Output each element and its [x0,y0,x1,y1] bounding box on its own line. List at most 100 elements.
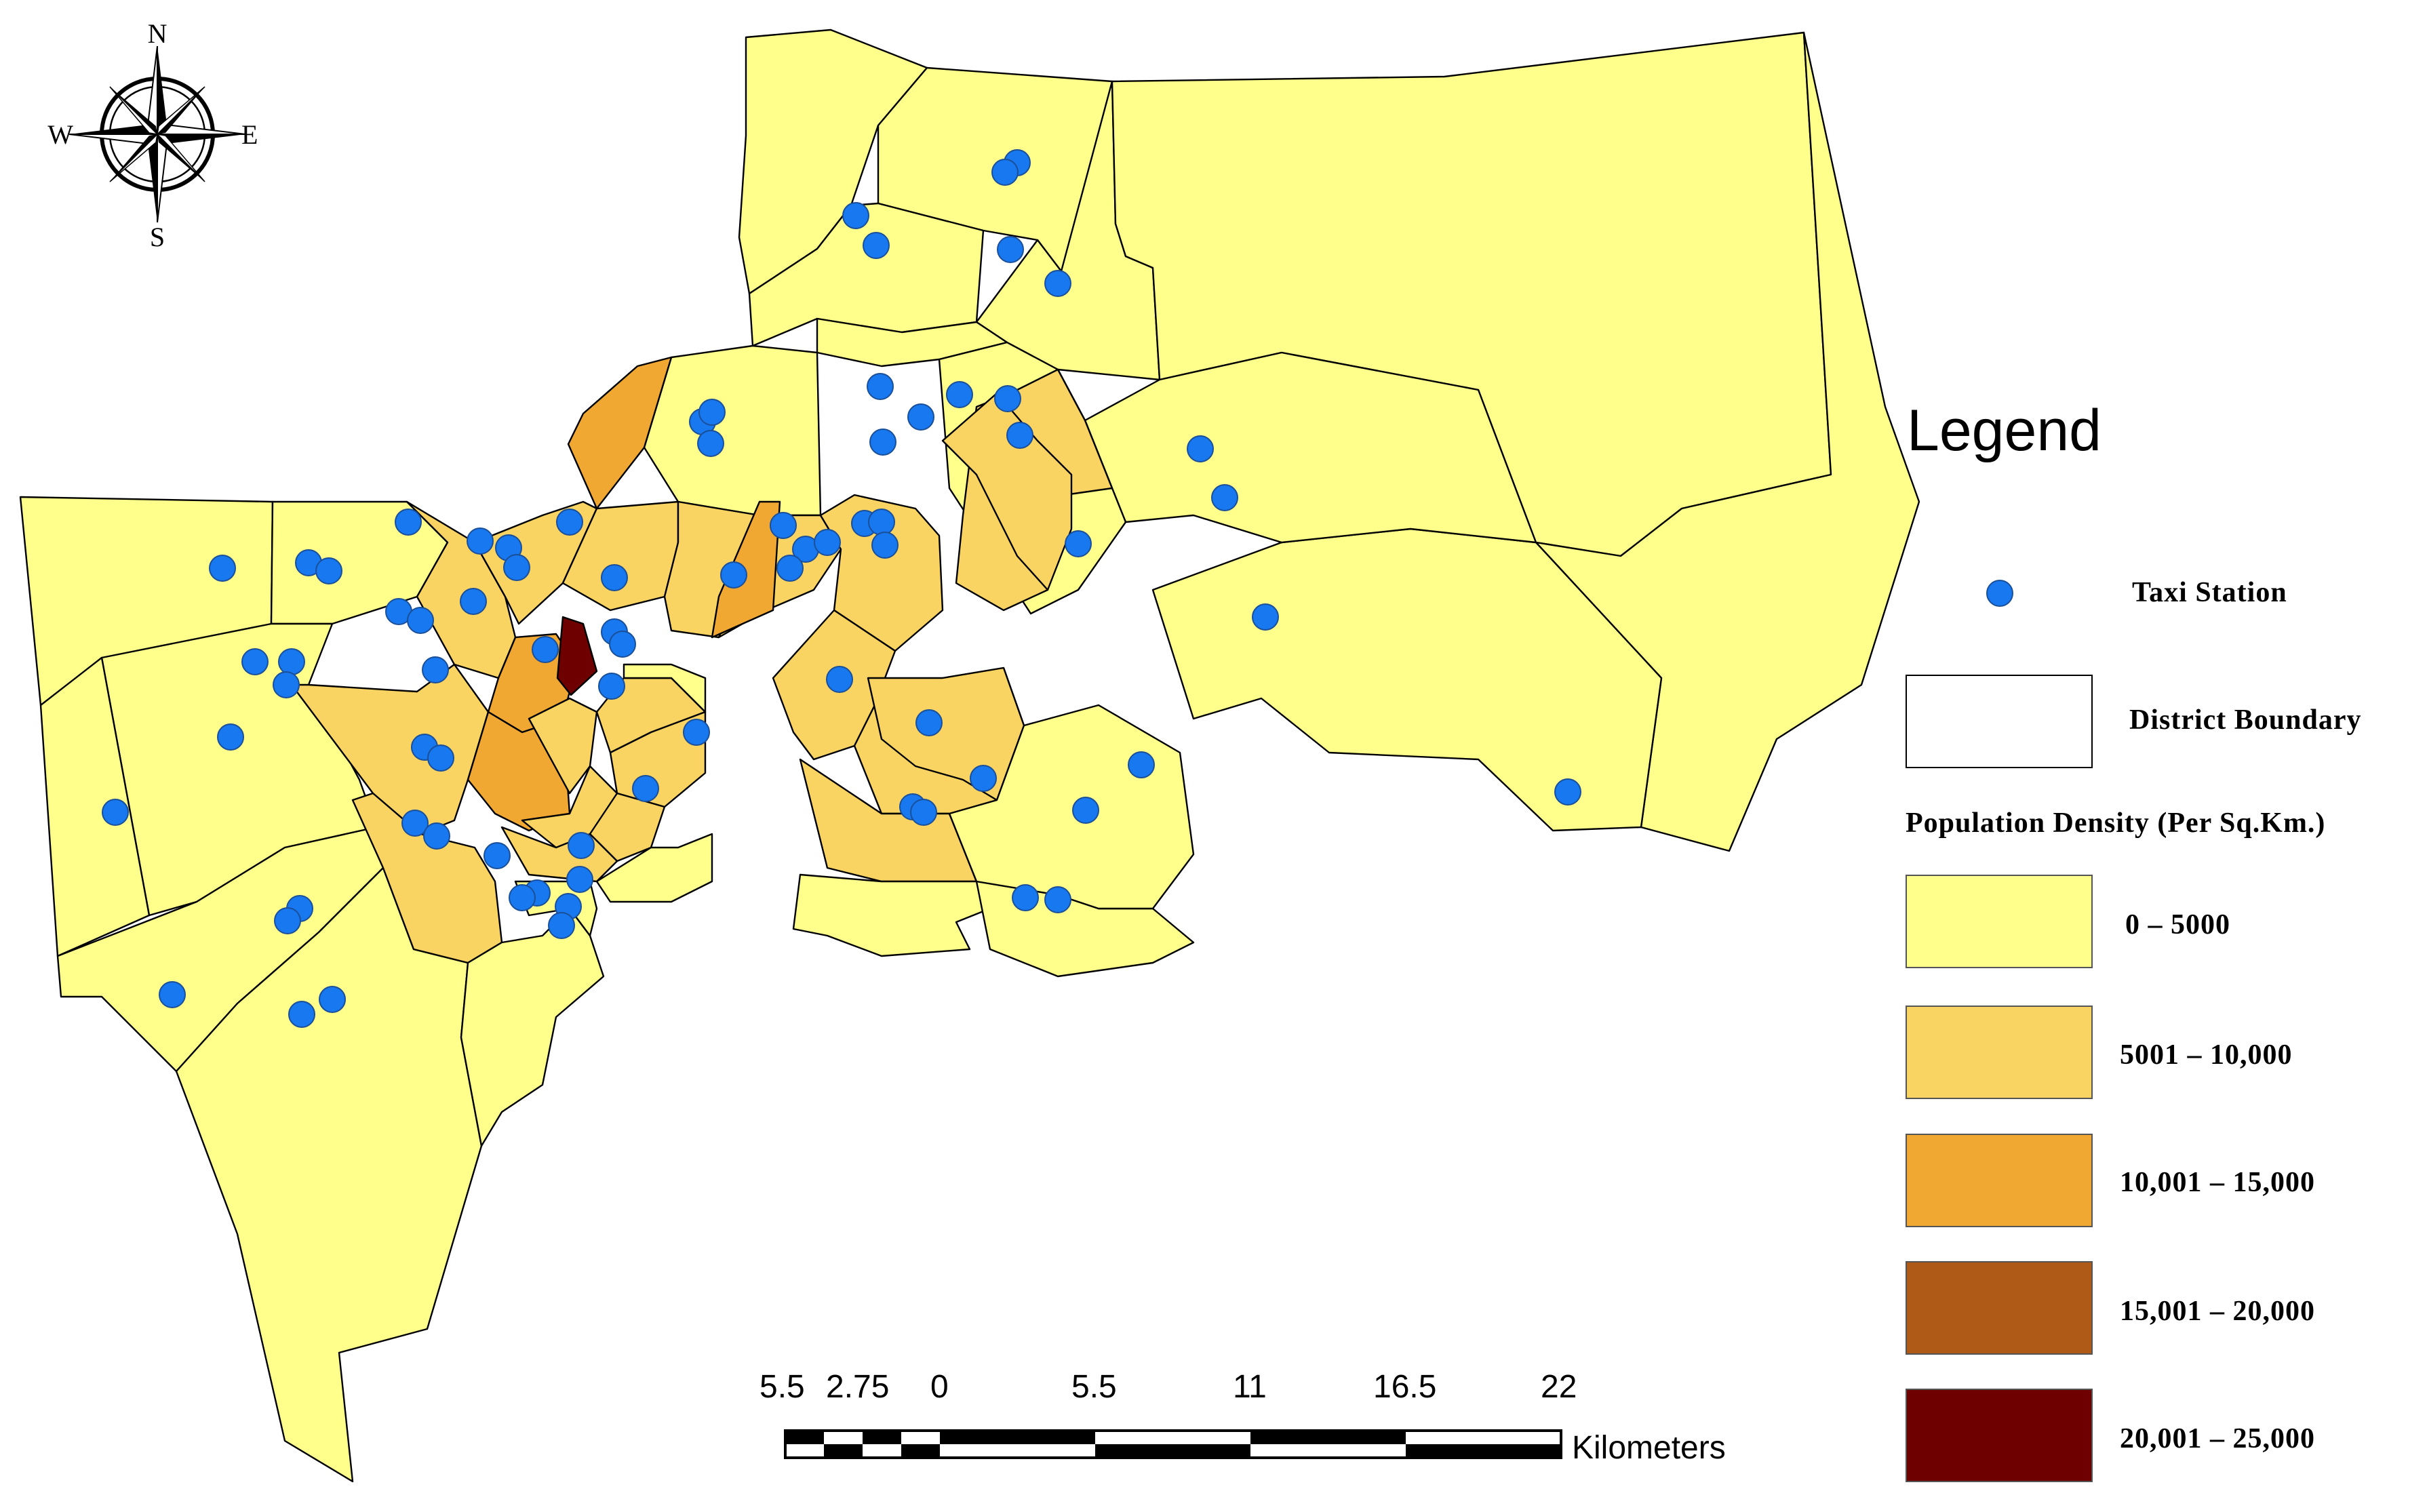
taxi-station-marker [273,671,300,698]
taxi-station-marker [427,744,454,772]
taxi-station-marker [407,607,434,634]
taxi-station-legend-label: Taxi Station [2132,577,2287,608]
taxi-station-marker [1072,797,1099,824]
taxi-station-marker [532,636,559,663]
taxi-station-marker [319,986,346,1013]
scale-tick: 22 [1541,1369,1577,1405]
district-boundary-legend-symbol [1906,675,2093,768]
taxi-station-marker [548,912,575,939]
taxi-station-marker [401,810,429,837]
district-southeast-bottom [792,873,991,957]
scale-tick: 11 [1233,1369,1267,1405]
taxi-station-marker [509,884,536,911]
taxi-station-marker [698,399,726,426]
density-swatch-4 [1906,1389,2093,1482]
density-class-label-1: 5001 – 10,000 [2120,1039,2293,1071]
compass-east-letter: E [241,119,258,150]
district-nw-mid [643,344,822,517]
district-west-low [39,656,151,957]
taxi-station-marker [209,555,236,582]
taxi-station-marker [1211,484,1238,511]
district-core-south-b [528,697,598,795]
taxi-station-marker [826,666,853,693]
taxi-station-marker [869,429,896,456]
district-south-center [460,907,605,1147]
taxi-station-marker [241,648,269,675]
scale-unit-label: Kilometers [1572,1430,1726,1466]
taxi-station-marker [1554,778,1581,805]
taxi-station-marker [460,588,487,615]
taxi-station-marker [946,381,973,408]
taxi-station-marker [871,532,899,559]
district-north-tongue [567,356,673,510]
district-densest [556,616,598,696]
scale-tick: 16.5 [1373,1369,1437,1405]
taxi-station-marker [868,509,895,536]
taxi-station-marker [422,656,449,683]
taxi-station-marker [1065,530,1092,557]
taxi-station-marker [566,866,593,893]
population-density-title: Population Density (Per Sq.Km.) [1906,808,2326,839]
taxi-station-marker [423,822,450,850]
density-swatch-2 [1906,1134,2093,1227]
density-swatch-3 [1906,1261,2093,1355]
taxi-station-marker [484,842,511,869]
taxi-station-marker [1044,886,1071,913]
taxi-station-marker [997,236,1024,263]
scale-bar [784,1429,1562,1459]
compass-south-letter: S [150,222,165,252]
legend-title: Legend [1907,398,2102,463]
taxi-station-marker [991,159,1019,186]
taxi-station-marker [994,385,1021,412]
north-arrow: N S E W [47,18,258,252]
scale-tick: 5.5 [759,1369,805,1405]
density-class-label-2: 10,001 – 15,000 [2120,1167,2315,1198]
density-class-label-0: 0 – 5000 [2125,909,2230,940]
scale-tick: 0 [930,1369,949,1405]
taxi-station-marker [970,765,997,792]
district-north-west-top [748,202,985,347]
taxi-station-marker [598,673,625,700]
density-swatch-1 [1906,1006,2093,1099]
compass-west-letter: W [47,119,73,150]
taxi-station-marker [697,430,724,457]
taxi-station-marker [556,509,583,536]
taxi-station-marker [683,719,710,746]
compass-north-letter: N [148,18,167,49]
taxi-station-marker [910,799,937,826]
taxi-station-marker [814,529,841,556]
taxi-station-marker [609,631,636,658]
district-south-river [595,833,713,903]
taxi-station-marker [863,232,890,259]
taxi-station-marker [278,648,305,675]
scale-tick: 2.75 [826,1369,890,1405]
density-swatch-0 [1906,875,2093,968]
district-boundary-legend-label: District Boundary [2129,704,2362,736]
scale-tick: 5.5 [1071,1369,1117,1405]
taxi-station-marker [1006,422,1033,449]
taxi-station-marker [601,564,628,591]
taxi-station-marker [632,775,659,802]
taxi-station-layer [102,149,1581,1028]
taxi-station-marker [503,554,530,581]
taxi-station-marker [315,557,342,584]
district-southwest-orange [351,792,503,964]
taxi-station-legend-symbol [1986,580,2013,607]
taxi-station-marker [274,907,301,934]
district-core-small-yellow [623,663,707,713]
taxi-station-marker [1012,884,1039,911]
taxi-station-marker [159,981,186,1008]
taxi-station-marker [217,723,244,751]
taxi-station-marker [720,561,747,589]
taxi-station-marker [770,512,797,539]
taxi-station-marker [1128,751,1155,778]
density-class-label-3: 15,001 – 20,000 [2120,1296,2315,1327]
taxi-station-marker [907,403,934,431]
taxi-station-marker [395,509,422,536]
taxi-station-marker [467,528,494,555]
density-class-label-4: 20,001 – 25,000 [2120,1423,2315,1454]
taxi-station-marker [1252,603,1279,631]
district-core-east-a [819,494,944,652]
